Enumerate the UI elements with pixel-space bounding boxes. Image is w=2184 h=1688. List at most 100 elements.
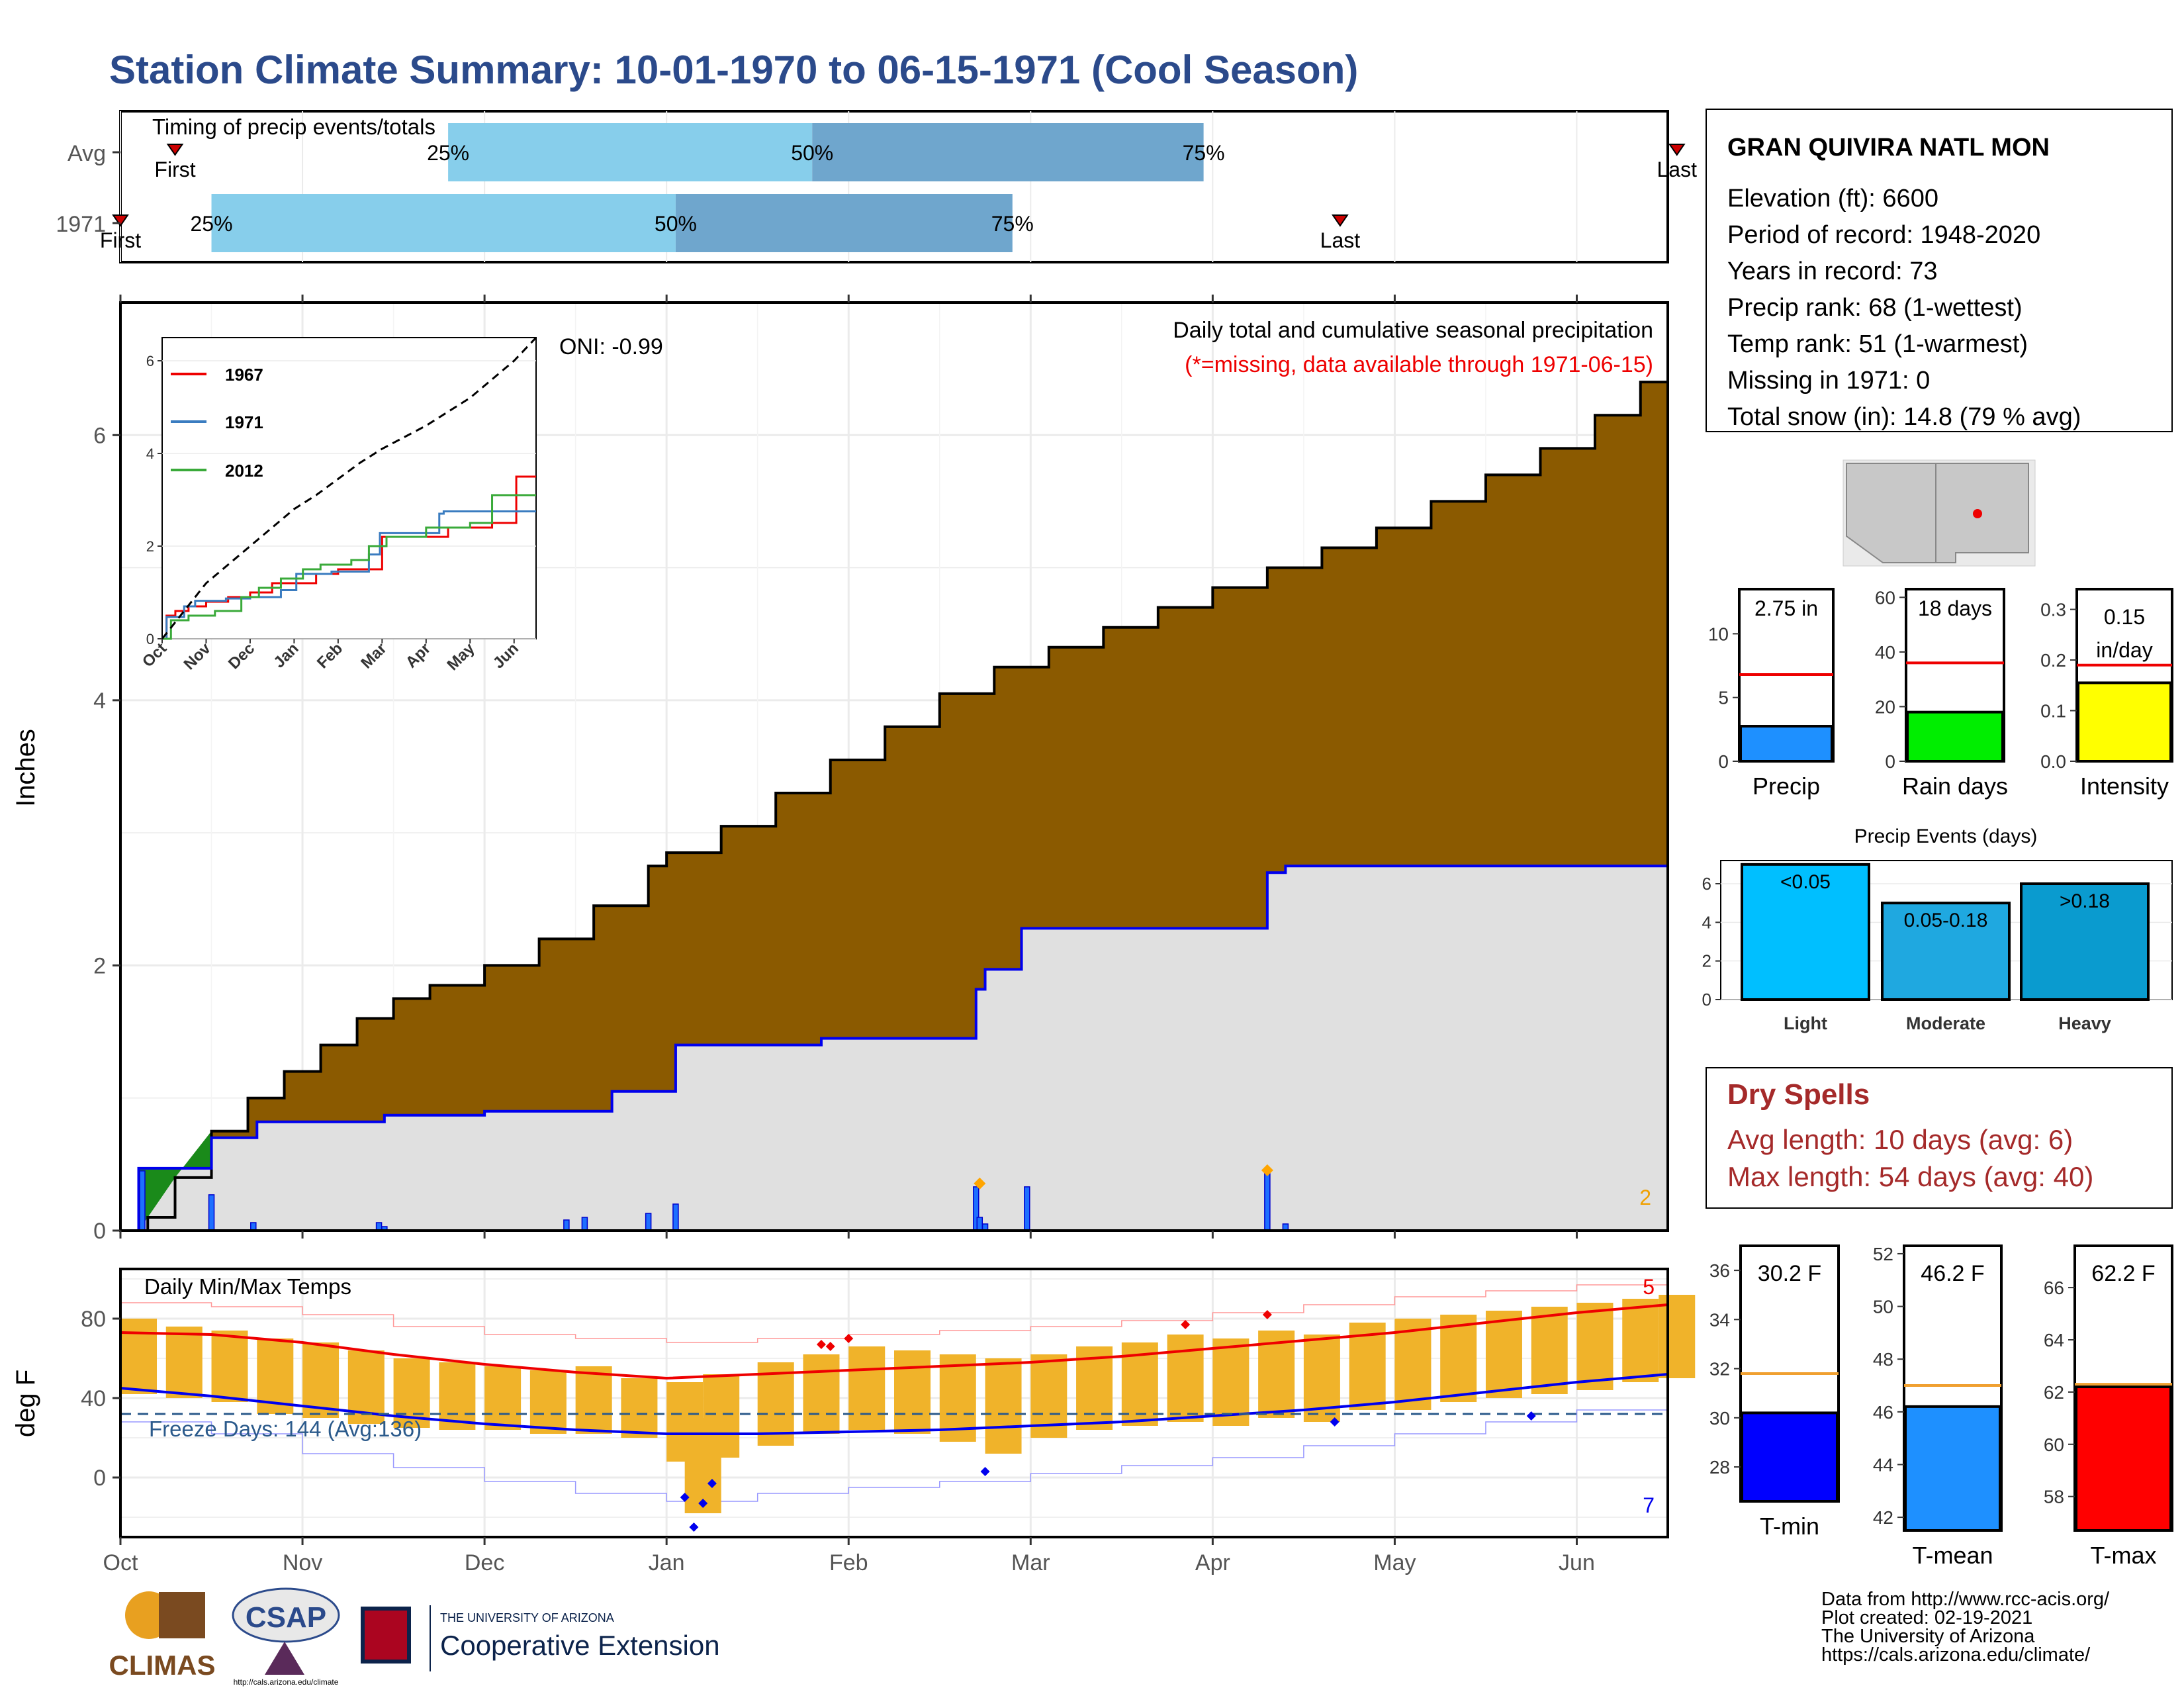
timing-pct-label: 25% [191,212,233,236]
temp-t-max-ytick-label: 58 [2044,1487,2064,1507]
station-total-snow: Total snow (in): 14.8 (79 % avg) [1727,403,2081,431]
record-high-marker [816,1340,826,1349]
mini-precip-ytick-label: 0 [1718,751,1729,772]
timing-title: Timing of precip events/totals [152,115,435,139]
precip-y-axis: 0 2 4 6 [93,295,1578,1244]
legend-label-1971: 1971 [225,412,263,432]
month-tick-label: May [1373,1550,1416,1575]
inset-series-1967 [162,475,536,640]
precip-events-title: Precip Events (days) [1854,825,2038,847]
temp-y-label: deg F [11,1370,40,1437]
month-tick-label: Dec [465,1550,504,1575]
timing-marker-first [166,144,184,156]
month-tick-label: Mar [1011,1550,1050,1575]
temp-t-min-ytick-label: 36 [1709,1260,1730,1281]
daily-temp-bar [1531,1307,1568,1394]
freeze-days-label: Freeze Days: 144 (Avg:136) [149,1417,422,1441]
daily-temp-bar [165,1327,203,1398]
legend-label-1967: 1967 [225,365,263,385]
temp-t-mean-ytick-label: 44 [1873,1454,1893,1475]
daily-temp-bar [211,1331,248,1402]
snow-event-marker [974,1177,986,1190]
inset-frame [161,337,537,639]
climas-wordmark: CLIMAS [109,1650,216,1681]
timing-grid [120,111,1578,262]
daily-temp-bar [529,1370,567,1434]
mini-intensity-ytick-label: 0.1 [2040,701,2066,722]
record-high-marker [1181,1320,1191,1329]
daily-precip-bar [563,1219,570,1231]
temp-t-mean-label: T-mean [1912,1542,1993,1569]
oni-value: ONI: -0.99 [559,334,663,359]
temp-panel: 0 40 80 deg F Daily Min/Max Temps Freeze D… [11,1231,1696,1575]
observed-cumulative-area [120,866,1668,1231]
temp-value-text: 62.2 F [2091,1261,2155,1286]
station-years: Years in record: 73 [1727,258,1938,285]
events-ytick-label: 4 [1702,912,1711,932]
mini-rain-days-ytick-label: 20 [1875,696,1895,717]
station-location-dot [1973,509,1982,518]
daily-precip-bar [208,1194,215,1231]
daily-temp-bar [439,1362,476,1430]
mini-intensity-ytick-label: 0.2 [2040,650,2066,671]
timing-bar-q25-q50 [211,194,676,252]
record-low-marker [980,1467,990,1476]
csap-cloud-shape [232,1587,340,1643]
timing-bar-q25-q50 [448,123,813,181]
daily-temp-bar [1576,1303,1614,1390]
timing-last-label: Last [1657,158,1698,181]
temp-t-mean-ytick-label: 48 [1873,1349,1893,1370]
temp-t-min-ytick-label: 28 [1709,1457,1730,1477]
timing-bars: 25% 50% 75% First Last 25% 50% 75% First Last [100,123,1697,252]
record-low-marker [698,1499,708,1508]
timing-pct-label: 50% [655,212,697,236]
mini-rain-days-bar [1906,710,2004,763]
footer-institution: The University of Arizona [1821,1626,2035,1647]
inset-legend: 1967 1971 2012 [171,365,263,481]
mini-rain-days-ytick-label: 0 [1885,751,1895,772]
daily-temp-bar [1622,1299,1659,1382]
csap-url: http://cals.arizona.edu/climate [234,1677,339,1687]
month-tick-label: Oct [103,1550,138,1575]
precip-panel-border [119,301,1669,1232]
daily-temp-bar [1485,1311,1522,1398]
csap-wordmark: CSAP [246,1601,326,1634]
daily-temp-bar [985,1358,1022,1454]
daily-precip-bar [976,1217,983,1231]
map-arizona [1846,463,1936,563]
precip-ytick-label: 0 [93,1219,106,1244]
inset-ytick-label: 6 [146,353,154,369]
temp-value-text: 46.2 F [1921,1261,1984,1286]
timing-last-label: Last [1320,228,1361,252]
daily-temp-bar [1167,1335,1204,1422]
temp-t-min-bar [1741,1411,1839,1503]
daily-temp-bar [703,1374,740,1458]
daily-temp-bar [803,1354,840,1434]
temp-count-blue: 7 [1643,1493,1655,1517]
temp-panel-border [119,1268,1669,1538]
mini-precip-ytick-label: 10 [1708,624,1729,644]
precip-plot-area [120,371,1669,1232]
temp-t-min-ytick-label: 30 [1709,1408,1730,1429]
station-precip-rank: Precip rank: 68 (1-wettest) [1727,294,2023,322]
temp-t-mean-ytick-label: 52 [1873,1244,1893,1264]
daily-temp-bar [894,1350,931,1434]
precip-corner-count: 2 [1639,1186,1651,1209]
record-low-marker [707,1479,717,1488]
timing-panel: 25% 50% 75% First Last 25% 50% 75% First Last Tim… [56,110,1697,263]
station-period: Period of record: 1948-2020 [1727,221,2040,249]
events-bar-heavy [2020,882,2150,1001]
inset-ytick-label: 0 [146,631,154,647]
month-tick-label: Jan [649,1550,685,1575]
dry-spells-avg: Avg length: 10 days (avg: 6) [1727,1124,2073,1155]
events-ytick-label: 2 [1702,951,1711,971]
record-high-marker [844,1334,854,1343]
precip-panel: 0 2 4 6 Inches Daily total and cumulative s… [11,295,1669,1244]
station-temp-rank: Temp rank: 51 (1-warmest) [1727,330,2028,358]
climas-square-shape [159,1592,205,1638]
mini-precip-bar [1739,725,1833,763]
temp-ytick-label: 0 [93,1466,106,1491]
record-max-line [120,1281,1668,1343]
daily-temp-bar [848,1346,886,1430]
record-high-marker [1262,1310,1272,1319]
